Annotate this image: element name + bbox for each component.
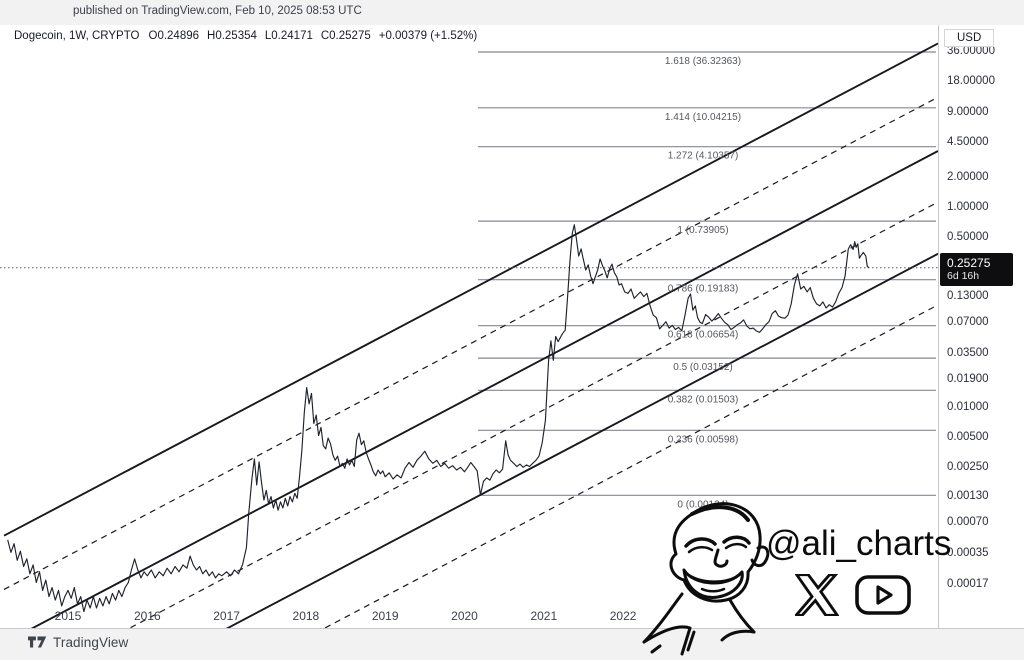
badge-price: 0.25275 xyxy=(947,255,991,270)
fib-level-label: 0.236 (0.00598) xyxy=(668,434,739,445)
author-watermark: @ali_charts xyxy=(630,492,1024,660)
price-tick-label: 0.03500 xyxy=(947,346,989,359)
fib-level-label: 0 (0.00134) xyxy=(677,499,728,510)
fib-level-label: 0.382 (0.01503) xyxy=(668,394,739,405)
published-caption: published on TradingView.com, Feb 10, 20… xyxy=(73,5,362,17)
price-tick-label: 18.00000 xyxy=(947,75,995,88)
youtube-logo-icon xyxy=(855,575,911,615)
price-tick-label: 0.00035 xyxy=(947,546,989,559)
time-tick-label: 2017 xyxy=(213,609,240,623)
time-tick-label: 2015 xyxy=(54,609,82,623)
fib-level-label: 1.618 (36.32363) xyxy=(665,56,741,67)
price-tick-label: 36.00000 xyxy=(947,45,995,58)
price-tick-label: 9.00000 xyxy=(947,105,989,118)
price-tick-label: 0.00500 xyxy=(947,431,989,444)
currency-button[interactable]: USD xyxy=(944,29,995,47)
time-tick-label: 2022 xyxy=(609,609,637,623)
time-tick-label: 2016 xyxy=(133,609,161,623)
fib-level-label: 0.786 (0.19183) xyxy=(668,284,739,295)
price-tick-label: 0.00250 xyxy=(947,461,989,474)
price-tick-label: 4.50000 xyxy=(947,135,989,148)
channel-line-solid xyxy=(30,150,938,628)
fib-labels: 1.618 (36.32363) 1.414 (10.04215) 1.272 (4… xyxy=(665,56,741,510)
price-tick-label: 0.01900 xyxy=(947,373,989,386)
price-change: +0.00379 (+1.52%) xyxy=(378,30,478,42)
current-price-badge: 0.25275 6d 16h xyxy=(940,252,1013,286)
badge-countdown: 6d 16h xyxy=(947,270,980,283)
fib-level-label: 1.272 (4.10357) xyxy=(668,151,739,162)
ohlc-close: C0.25275 xyxy=(320,30,371,42)
time-axis-border xyxy=(0,628,1024,629)
symbol-header[interactable]: Dogecoin, 1W, CRYPTO O0.24896 H0.25354 L0.2… xyxy=(14,30,485,42)
fib-level-label: 1.414 (10.04215) xyxy=(665,112,741,123)
price-axis-border xyxy=(938,25,939,629)
fib-level-label: 0.618 (0.06654) xyxy=(668,330,739,341)
ali-face-drawing xyxy=(642,502,770,656)
ohlc-high: H0.25354 xyxy=(207,30,257,42)
time-tick-label: 2020 xyxy=(451,609,478,623)
time-tick-label: 2018 xyxy=(292,609,320,623)
price-line xyxy=(7,224,870,613)
price-tick-label: 0.00130 xyxy=(947,489,989,502)
fib-retracement-tool[interactable] xyxy=(478,51,936,496)
price-series xyxy=(7,224,870,613)
price-tick-label: 2.00000 xyxy=(947,170,989,183)
channel-line-solid xyxy=(225,252,938,628)
channel-line-solid xyxy=(3,42,938,537)
price-tick-label: 0.00070 xyxy=(947,516,989,529)
price-tick-label: 0.13000 xyxy=(947,289,989,302)
tradingview-attribution[interactable]: TradingView xyxy=(28,634,128,650)
price-tick-label: 0.00017 xyxy=(947,577,989,590)
time-tick-label: 2021 xyxy=(530,609,558,623)
fib-level-label: 1 (0.73905) xyxy=(677,225,728,236)
author-handle: @ali_charts xyxy=(766,524,952,563)
price-tick-label: 1.00000 xyxy=(947,201,989,213)
tradingview-logo-text: TradingView xyxy=(53,634,129,650)
ohlc-open: O0.24896 xyxy=(148,30,200,42)
price-tick-label: 0.07000 xyxy=(947,316,989,329)
tradingview-logo-icon xyxy=(28,636,47,648)
symbol-title[interactable]: Dogecoin, 1W, CRYPTO xyxy=(14,30,140,42)
price-tick-label: 0.01000 xyxy=(947,401,989,413)
ohlc-low: L0.24171 xyxy=(264,30,313,42)
time-tick-label: 2019 xyxy=(371,609,399,623)
x-logo-icon xyxy=(795,574,839,616)
price-tick-label: 0.50000 xyxy=(947,231,989,244)
fib-level-label: 0.5 (0.03152) xyxy=(673,362,733,373)
chart-panel[interactable] xyxy=(0,25,1024,629)
parallel-channel-tool[interactable] xyxy=(3,42,938,660)
